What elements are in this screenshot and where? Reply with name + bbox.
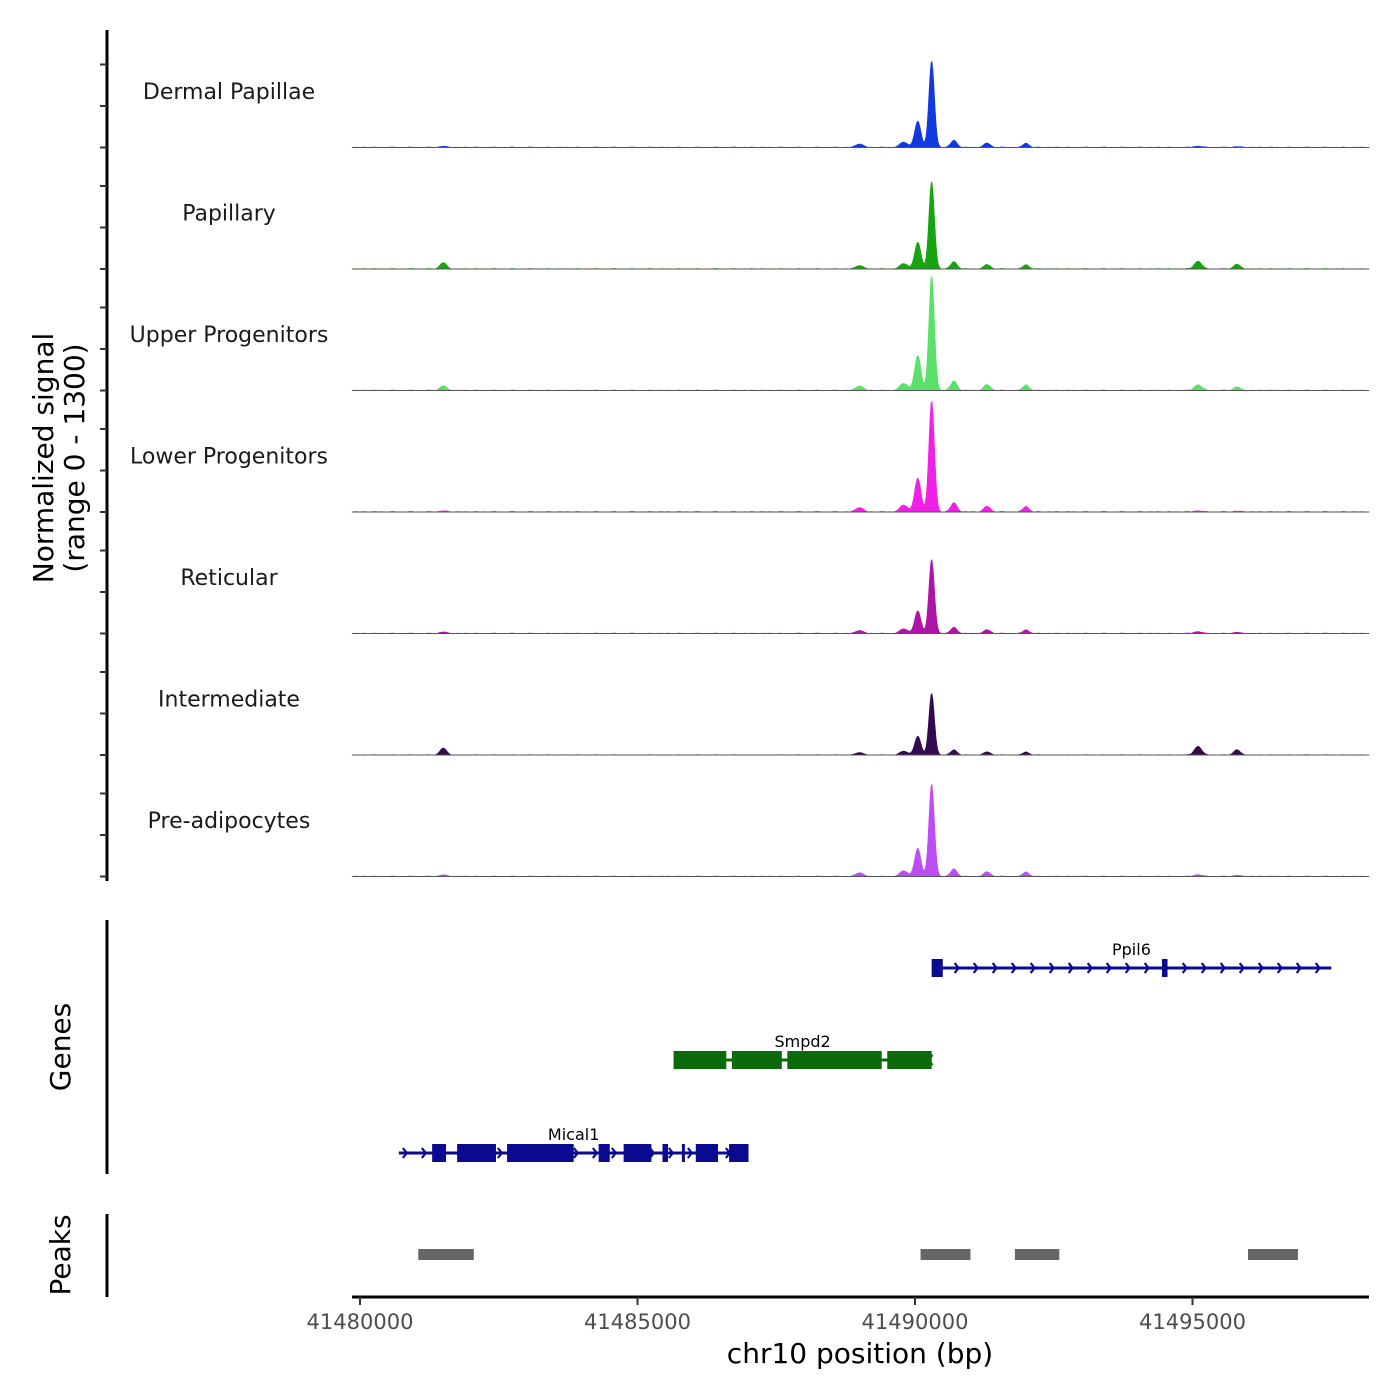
peaks-track-title: Peaks bbox=[44, 1214, 77, 1295]
signal-area bbox=[351, 692, 1370, 756]
track-label: Intermediate bbox=[158, 688, 300, 713]
gene-label: Ppil6 bbox=[1112, 940, 1151, 959]
x-axis-title: chr10 position (bp) bbox=[727, 1337, 993, 1370]
exon bbox=[673, 1051, 727, 1069]
peak-region bbox=[1014, 1249, 1060, 1260]
gene-track: Ppil6 Smpd2 Mical1 bbox=[398, 940, 1332, 1162]
x-tick-label: 41485000 bbox=[584, 1310, 691, 1334]
exon bbox=[731, 1051, 782, 1069]
strand-arrow bbox=[991, 962, 999, 974]
track-label: Reticular bbox=[180, 566, 278, 591]
peak-region bbox=[1248, 1249, 1298, 1260]
strand-arrow bbox=[1010, 962, 1018, 974]
signal-area bbox=[351, 783, 1370, 877]
x-tick-label: 41480000 bbox=[307, 1310, 414, 1334]
exon bbox=[729, 1144, 749, 1162]
signal-area bbox=[351, 400, 1370, 513]
signal-area bbox=[351, 558, 1370, 634]
track-label: Upper Progenitors bbox=[130, 323, 329, 348]
track-label: Papillary bbox=[182, 202, 276, 227]
signal-area bbox=[351, 181, 1370, 270]
strand-arrow bbox=[667, 1147, 675, 1159]
strand-arrow bbox=[572, 1147, 580, 1159]
strand-arrow bbox=[1276, 962, 1284, 974]
peak-region bbox=[920, 1249, 971, 1260]
x-tick-label: 41490000 bbox=[862, 1310, 969, 1334]
track-upper-progenitors: Upper Progenitors bbox=[130, 275, 1370, 391]
strand-arrow bbox=[1295, 962, 1303, 974]
track-reticular: Reticular bbox=[180, 558, 1370, 634]
track-label: Dermal Papillae bbox=[143, 80, 315, 105]
exon bbox=[695, 1144, 718, 1162]
track-lower-progenitors: Lower Progenitors bbox=[130, 400, 1370, 513]
signal-area bbox=[351, 275, 1370, 391]
exon bbox=[598, 1144, 610, 1162]
strand-arrow bbox=[1105, 962, 1113, 974]
strand-arrow bbox=[972, 962, 980, 974]
strand-arrow bbox=[686, 1147, 694, 1159]
signal-axis-range: (range 0 - 1300) bbox=[58, 343, 91, 572]
strand-arrow bbox=[496, 1147, 504, 1159]
track-pre-adipocytes: Pre-adipocytes bbox=[148, 783, 1370, 877]
exon bbox=[457, 1144, 496, 1162]
strand-arrow bbox=[1200, 962, 1208, 974]
signal-area bbox=[351, 60, 1370, 148]
signal-tracks: Dermal Papillae Papillary Upper Progenitor… bbox=[130, 60, 1370, 877]
strand-arrow bbox=[1143, 962, 1151, 974]
strand-arrow bbox=[1314, 962, 1322, 974]
track-label: Lower Progenitors bbox=[130, 445, 328, 470]
gene-mical1: Mical1 bbox=[398, 1125, 749, 1162]
strand-arrow bbox=[1219, 962, 1227, 974]
track-dermal-papillae: Dermal Papillae bbox=[143, 60, 1370, 148]
strand-arrow bbox=[1067, 962, 1075, 974]
strand-arrow bbox=[1124, 962, 1132, 974]
track-papillary: Papillary bbox=[182, 181, 1370, 270]
exon bbox=[623, 1144, 652, 1162]
exon bbox=[887, 1051, 932, 1069]
exon bbox=[662, 1144, 669, 1162]
genes-track-title: Genes bbox=[44, 1003, 77, 1091]
exon bbox=[681, 1144, 685, 1162]
strand-arrow bbox=[1086, 962, 1094, 974]
strand-arrow bbox=[420, 1147, 428, 1159]
gene-label: Smpd2 bbox=[774, 1032, 830, 1051]
strand-arrow bbox=[953, 962, 961, 974]
strand-arrow bbox=[1048, 962, 1056, 974]
exon bbox=[787, 1051, 882, 1069]
strand-arrow bbox=[610, 1147, 618, 1159]
peak-track bbox=[418, 1249, 1298, 1260]
exon bbox=[432, 1144, 447, 1162]
x-tick-label: 41495000 bbox=[1139, 1310, 1246, 1334]
strand-arrow bbox=[1029, 962, 1037, 974]
gene-label: Mical1 bbox=[548, 1125, 599, 1144]
strand-arrow bbox=[1181, 962, 1189, 974]
strand-arrow bbox=[401, 1147, 409, 1159]
gene-smpd2: Smpd2 bbox=[673, 1032, 934, 1069]
exon bbox=[931, 959, 943, 977]
exon bbox=[1161, 959, 1168, 977]
strand-arrow bbox=[1238, 962, 1246, 974]
track-intermediate: Intermediate bbox=[158, 688, 1370, 756]
strand-arrow bbox=[591, 1147, 599, 1159]
signal-y-axis bbox=[100, 30, 109, 881]
signal-axis-title: Normalized signal bbox=[27, 333, 60, 584]
x-axis: 41480000 41485000 41490000 41495000 bbox=[307, 1295, 1369, 1334]
strand-arrow bbox=[1257, 962, 1265, 974]
peak-region bbox=[418, 1249, 474, 1260]
track-label: Pre-adipocytes bbox=[148, 809, 311, 834]
exon bbox=[507, 1144, 574, 1162]
gene-ppil6: Ppil6 bbox=[931, 940, 1332, 977]
